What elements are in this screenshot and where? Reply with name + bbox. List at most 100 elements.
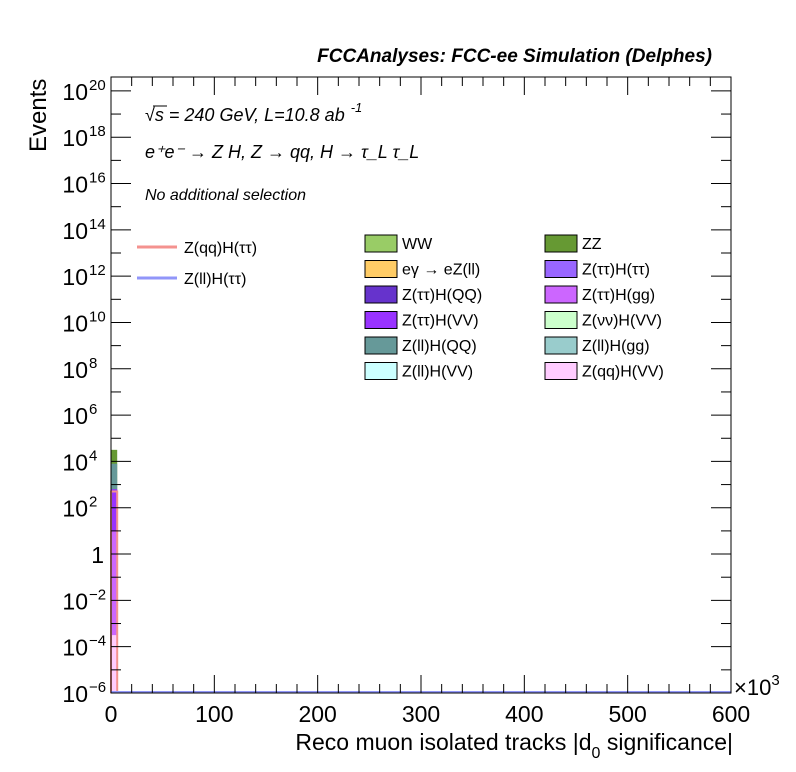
background-legend-swatch xyxy=(544,362,578,380)
background-legend-swatch xyxy=(364,234,398,253)
x-axis-multiplier-exp: 3 xyxy=(771,672,779,689)
background-legend-label: eγ → eZ(ll) xyxy=(402,262,480,279)
background-legend-swatch xyxy=(544,234,578,253)
bar-z-h-gg--3 xyxy=(111,530,118,693)
background-legend-label: Z(ll)H(VV) xyxy=(402,364,473,381)
background-legend-label: ZZ xyxy=(582,236,602,253)
background-legend-label: Z(ll)H(QQ) xyxy=(402,338,477,355)
background-legend-swatch xyxy=(544,285,578,304)
y-tick-label: 10 xyxy=(62,310,88,336)
background-legend-swatch xyxy=(544,260,578,278)
background-legend-swatch xyxy=(364,311,398,329)
y-tick-label: 10 xyxy=(62,218,88,244)
background-legend: WW ZZ eγ → eZ(ll) Z(ττ)H(ττ) Z(ττ)H(QQ) Z(ττ)… xyxy=(364,234,664,381)
background-legend-swatch xyxy=(544,336,578,355)
x-axis-label-tail: significance| xyxy=(600,729,733,755)
y-tick-label: 10 xyxy=(62,403,88,429)
annotation-process: e⁺e⁻ → Z H, Z → qq, H → τ_L τ_L xyxy=(145,142,419,162)
y-tick-label-base: 10 xyxy=(62,172,88,198)
y-tick-label-exponent: 20 xyxy=(89,77,106,94)
y-tick-label: 10 xyxy=(62,172,88,198)
background-legend-label: Z(qq)H(VV) xyxy=(582,364,664,381)
y-tick-label: 10 xyxy=(62,449,88,475)
background-legend-label: WW xyxy=(402,236,433,253)
y-tick-label-exponent: −4 xyxy=(89,633,106,650)
y-tick-label-base: 10 xyxy=(62,264,88,290)
y-tick-label: 10 xyxy=(62,635,88,661)
x-tick-label: 100 xyxy=(195,701,233,727)
y-tick-label-exponent: −6 xyxy=(89,679,106,696)
y-tick-label: 10 xyxy=(62,264,88,290)
background-legend-label: Z(ττ)H(VV) xyxy=(402,313,479,330)
y-tick-label-base: 10 xyxy=(62,125,88,151)
y-tick-label-base: 10 xyxy=(62,496,88,522)
y-tick-label-exponent: 18 xyxy=(89,123,106,140)
plot-frame-rect xyxy=(110,76,732,694)
x-tick-label: 500 xyxy=(608,701,646,727)
background-legend-label: Z(ττ)H(QQ) xyxy=(402,287,482,304)
y-tick-label: 10 xyxy=(62,496,88,522)
y-tick-label-exponent: 16 xyxy=(89,170,106,187)
y-tick-label-base: 10 xyxy=(62,403,88,429)
background-legend-swatch xyxy=(364,336,398,355)
histogram-bars xyxy=(110,449,731,693)
x-tick-label: 400 xyxy=(505,701,543,727)
annotation-energy-value: = 240 GeV, L=10.8 ab xyxy=(164,105,345,125)
y-tick-label-exponent: 14 xyxy=(89,216,106,233)
background-legend-label: Z(νν)H(VV) xyxy=(582,313,662,330)
y-tick-label-base: 10 xyxy=(62,681,88,707)
x-axis-label-subscript: 0 xyxy=(592,745,601,762)
y-tick-label-exponent: 2 xyxy=(89,494,97,511)
x-axis-multiplier-base: ×10 xyxy=(734,675,771,700)
x-axis-label: Reco muon isolated tracks |d0 significan… xyxy=(295,729,733,762)
y-tick-label-base: 10 xyxy=(62,357,88,383)
y-tick-label-base: 10 xyxy=(62,588,88,614)
y-axis-label: Events xyxy=(25,79,52,152)
y-tick-label-exponent: 4 xyxy=(89,447,97,464)
annotation-energy-lumi: √s = 240 GeV, L=10.8 ab -1 xyxy=(145,100,362,125)
y-tick-label: 10 xyxy=(62,125,88,151)
y-tick-label-base: 10 xyxy=(62,310,88,336)
chart-title: FCCAnalyses: FCC-ee Simulation (Delphes) xyxy=(317,46,712,67)
background-legend-swatch xyxy=(364,260,398,278)
y-tick-label-exponent: 8 xyxy=(89,355,97,372)
y-tick-label-base: 1 xyxy=(91,542,104,568)
x-axis-label-main: Reco muon isolated tracks |d xyxy=(295,729,591,755)
y-tick-label-base: 10 xyxy=(62,218,88,244)
x-tick-label: 300 xyxy=(402,701,440,727)
background-legend-label: Z(ll)H(gg) xyxy=(582,338,650,355)
y-tick-label: 10 xyxy=(62,681,88,707)
x-tick-labels: 0 100 200 300 400 500 600 xyxy=(105,701,751,727)
y-tick-label: 1 xyxy=(91,542,104,568)
background-legend-label: Z(ττ)H(ττ) xyxy=(582,262,650,279)
bar-z-qq-h-vv--4 xyxy=(111,635,118,693)
signal-legend: Z(qq)H(ττ) Z(ll)H(ττ) xyxy=(137,240,257,288)
plot-frame xyxy=(110,76,732,694)
y-tick-label-base: 10 xyxy=(62,79,88,105)
y-tick-label-base: 10 xyxy=(62,449,88,475)
y-tick-label-exponent: 10 xyxy=(89,308,106,325)
y-tick-label-exponent: 6 xyxy=(89,401,97,418)
background-legend-swatch xyxy=(364,362,398,380)
axis-ticks xyxy=(110,77,732,694)
background-legend-label: Z(ττ)H(gg) xyxy=(582,287,655,304)
x-tick-label: 200 xyxy=(298,701,336,727)
x-tick-label: 0 xyxy=(105,701,118,727)
background-legend-swatch xyxy=(544,311,578,329)
signal-legend-label: Z(ll)H(ττ) xyxy=(184,271,246,288)
y-tick-label: 10 xyxy=(62,588,88,614)
x-axis-multiplier: ×103 xyxy=(734,672,780,700)
x-tick-label: 600 xyxy=(712,701,750,727)
annotation-selection: No additional selection xyxy=(145,187,306,204)
background-legend-swatch xyxy=(364,285,398,304)
annotation-sqrt-s: √s xyxy=(145,105,164,125)
y-tick-label-exponent: 12 xyxy=(89,262,106,279)
y-tick-label: 10 xyxy=(62,357,88,383)
annotation-lumi-exp: -1 xyxy=(351,100,363,115)
signal-legend-label: Z(qq)H(ττ) xyxy=(184,240,257,257)
y-tick-label-base: 10 xyxy=(62,635,88,661)
y-tick-label-exponent: −2 xyxy=(89,586,106,603)
y-tick-label: 10 xyxy=(62,79,88,105)
